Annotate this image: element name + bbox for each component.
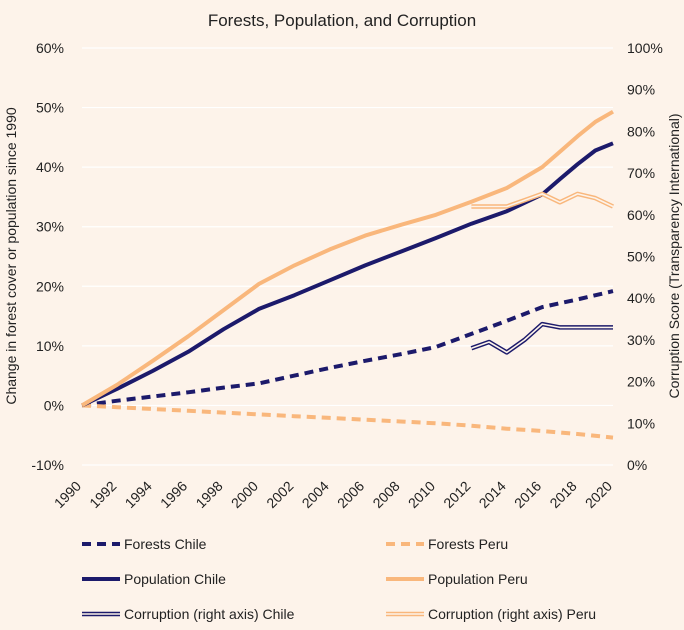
y-tick-label-right: 30% [627, 332, 655, 348]
x-tick-label: 2016 [511, 478, 544, 511]
x-tick-label: 2018 [546, 478, 579, 511]
y-tick-label-right: 20% [627, 374, 655, 390]
legend-label: Forests Chile [124, 536, 207, 552]
legend: Forests Chile Forests Peru Population Chil… [82, 536, 596, 622]
series-line-forests-chile [81, 289, 614, 408]
legend-label: Population Peru [428, 571, 528, 587]
series-line-population-peru [80, 109, 614, 408]
y-tick-label-right: 40% [627, 290, 655, 306]
y-tick-label-left: 30% [36, 219, 64, 235]
x-tick-label: 2000 [228, 478, 261, 511]
y-tick-label-left: 0% [44, 397, 64, 413]
x-tick-label: 2012 [440, 478, 473, 511]
x-tick-label: 2020 [582, 478, 615, 511]
legend-label: Corruption (right axis) Peru [428, 606, 596, 622]
y-axis-label-left: Change in forest cover or population sin… [3, 107, 19, 405]
y-tick-label-right: 80% [627, 123, 655, 139]
x-tick-label: 2006 [334, 478, 367, 511]
series-line-forests-peru [81, 403, 614, 440]
x-tick-label: 2010 [405, 478, 438, 511]
y-tick-label-right: 100% [627, 40, 663, 56]
legend-item: Corruption (right axis) Chile [82, 606, 295, 622]
y-ticks-right: 0% 10% 20% 30% 40% 50% 60% 70% 80% 90% 100% [627, 40, 663, 473]
legend-item: Population Peru [386, 571, 528, 587]
y-tick-label-right: 50% [627, 249, 655, 265]
chart-title: Forests, Population, and Corruption [208, 11, 476, 30]
x-ticks: 1990 1992 1994 1996 1998 2000 2002 2004 2006 2008… [51, 478, 615, 511]
y-tick-label-right: 90% [627, 82, 655, 98]
series-line-corruption-right-axis-peru [471, 191, 614, 209]
legend-item: Corruption (right axis) Peru [386, 606, 596, 622]
y-axis-label-right: Corruption Score (Transparency Internati… [666, 113, 682, 398]
x-tick-label: 2008 [369, 478, 402, 511]
legend-item: Forests Chile [82, 536, 207, 552]
y-tick-label-right: 0% [627, 457, 647, 473]
y-tick-label-left: -10% [31, 457, 64, 473]
y-tick-label-left: 10% [36, 338, 64, 354]
series-line-inner-corruption-right-axis-peru [471, 193, 614, 208]
x-tick-label: 1992 [86, 478, 119, 511]
series-layer [80, 109, 614, 440]
legend-label: Population Chile [124, 571, 226, 587]
x-tick-label: 2014 [476, 478, 509, 511]
gridlines [82, 47, 613, 466]
series-line-corruption-right-axis-chile [470, 321, 613, 355]
x-tick-label: 1998 [192, 478, 225, 511]
y-tick-label-right: 60% [627, 207, 655, 223]
y-ticks-left: -10% 0% 10% 20% 30% 40% 50% 60% [31, 40, 64, 473]
y-tick-label-left: 40% [36, 159, 64, 175]
legend-item: Forests Peru [386, 536, 508, 552]
legend-label: Corruption (right axis) Chile [124, 606, 295, 622]
y-tick-label-right: 10% [627, 415, 655, 431]
y-tick-label-left: 60% [36, 40, 64, 56]
legend-item: Population Chile [82, 571, 226, 587]
y-tick-label-right: 70% [627, 165, 655, 181]
x-tick-label: 1994 [122, 478, 155, 511]
y-tick-label-left: 20% [36, 278, 64, 294]
x-tick-label: 2002 [263, 478, 296, 511]
x-tick-label: 1990 [51, 478, 84, 511]
series-line-population-chile [81, 141, 614, 408]
x-tick-label: 1996 [157, 478, 190, 511]
x-tick-label: 2004 [299, 478, 332, 511]
series-line-inner-corruption-right-axis-chile [471, 323, 613, 354]
legend-label: Forests Peru [428, 536, 508, 552]
y-tick-label-left: 50% [36, 100, 64, 116]
